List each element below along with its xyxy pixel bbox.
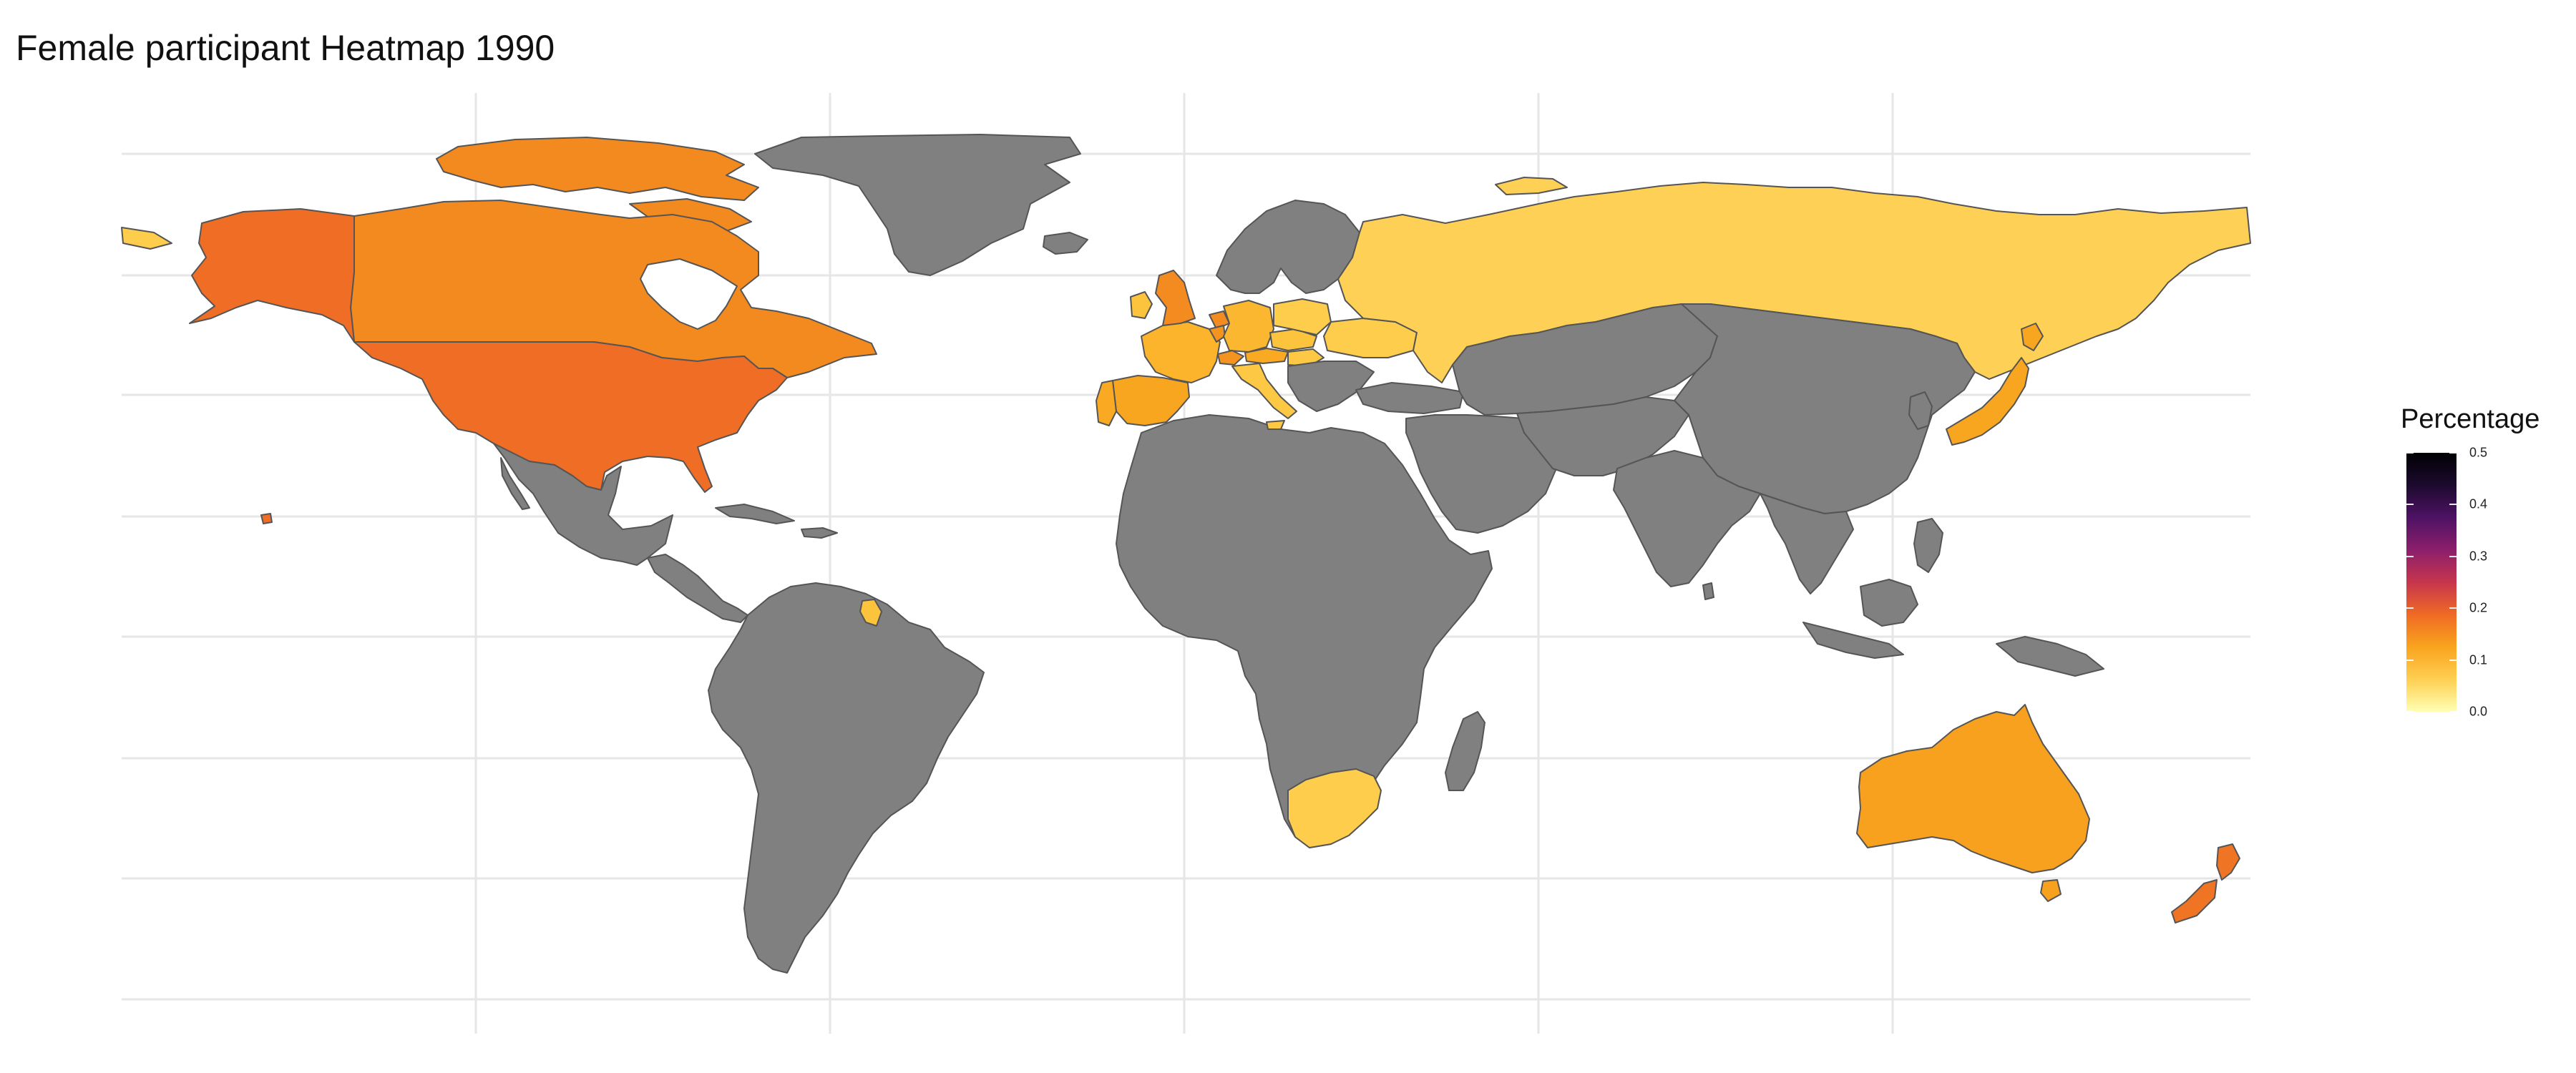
country-new-zealand (2216, 843, 2240, 881)
region-balkans (1287, 361, 1375, 412)
country-spain (1112, 375, 1190, 426)
country-japan-hokkaido (2021, 323, 2044, 351)
country-italy (1231, 363, 1297, 419)
region-middle-east (1405, 414, 1561, 534)
country-sicily (1266, 420, 1285, 430)
country-united-states (353, 341, 788, 493)
country-turkey (1355, 382, 1464, 414)
country-iceland (1043, 232, 1088, 255)
country-mexico (493, 443, 673, 566)
region-iran-afghanistan (1516, 396, 1689, 476)
country-alaska-west (121, 227, 172, 250)
country-south-africa (1287, 768, 1382, 848)
legend-tick-label: 0.4 (2469, 496, 2488, 511)
country-poland (1273, 298, 1332, 335)
country-france (1141, 321, 1221, 383)
country-alaska (189, 208, 355, 343)
legend-colorbar (2406, 453, 2457, 712)
region-caribbean (715, 504, 795, 524)
country-austria (1244, 348, 1289, 364)
country-greenland (754, 134, 1081, 276)
region-new-guinea (1996, 636, 2104, 677)
legend-title: Percentage (2401, 404, 2540, 434)
chart-title: Female participant Heatmap 1990 (16, 28, 555, 68)
country-portugal (1096, 380, 1117, 426)
country-tasmania (2040, 879, 2062, 902)
country-united-kingdom (1155, 270, 1196, 326)
region-caribbean-2 (801, 527, 838, 539)
country-japan (1946, 357, 2029, 446)
legend-tick-label: 0.1 (2469, 652, 2488, 667)
region-philippines (1913, 518, 1943, 573)
region-central-america (647, 554, 748, 623)
legend-tick-label: 0.2 (2469, 600, 2488, 615)
legend-tick-label: 0.5 (2469, 445, 2488, 460)
legend: Percentage 0.0 0.1 0.2 0.3 0.4 0.5 (2401, 404, 2558, 733)
country-russia-north-island (1495, 177, 1568, 195)
country-baja (500, 457, 530, 510)
legend-tick-label: 0.0 (2469, 704, 2488, 719)
country-switzerland (1217, 350, 1244, 366)
country-korea (1908, 391, 1933, 430)
region-east-asia (1674, 303, 1976, 514)
country-french-guiana (859, 599, 882, 627)
region-indonesia (1802, 622, 1904, 659)
hudson-bay (640, 258, 738, 330)
region-southeast-asia (1760, 493, 1854, 594)
country-india (1613, 450, 1761, 587)
country-new-zealand-south (2171, 879, 2218, 923)
country-sri-lanka (1702, 582, 1714, 600)
region-south-america (708, 582, 985, 974)
region-borneo (1860, 579, 1918, 627)
country-hawaii (260, 513, 273, 524)
country-australia (1856, 704, 2090, 873)
country-madagascar (1445, 711, 1485, 791)
legend-tick-label: 0.3 (2469, 549, 2488, 564)
country-ireland (1130, 291, 1153, 319)
country-germany (1223, 300, 1274, 353)
country-canada-islands (436, 137, 759, 201)
